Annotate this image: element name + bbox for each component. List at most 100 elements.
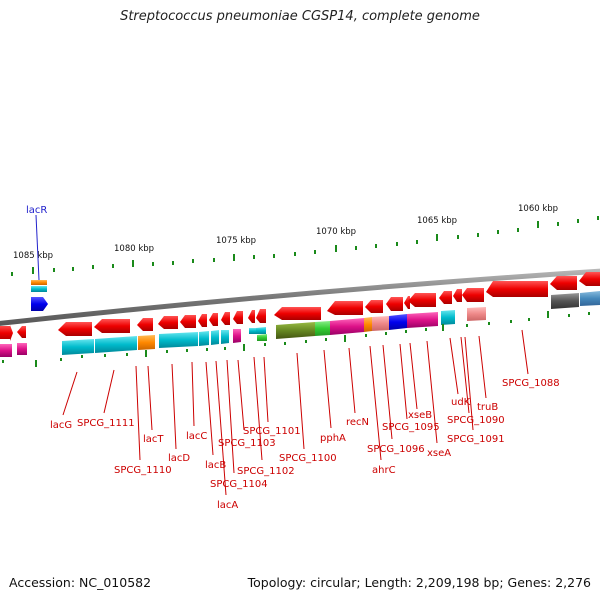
inner-tick [264,343,266,346]
gene-label-lacG: lacG [50,420,72,431]
leader-line-lacT [147,365,153,431]
category-block [441,310,455,325]
gene-arrow-lacC[interactable] [180,315,196,328]
leader-line-SPCG_1102 [253,356,263,461]
gene-label-udK: udK [451,397,471,408]
gene-arrow[interactable] [0,325,13,341]
gene-arrow-SPCG_1088[interactable] [486,281,548,297]
inner-tick [405,330,407,333]
category-block [315,321,330,336]
gene-arrow[interactable] [233,311,243,324]
ruler-tick [53,268,55,272]
ruler-tick [172,261,174,265]
inner-tick [305,340,307,343]
lacR-orange-block [31,280,47,285]
category-block [330,318,364,335]
inner-tick [166,350,168,353]
inner-tick [588,312,590,315]
category-block [276,322,315,339]
category-block [364,317,372,332]
genome-summary-text: Topology: circular; Length: 2,209,198 bp… [247,575,591,590]
inner-tick [145,350,147,357]
inner-tick [442,324,444,331]
ruler-tick [92,265,94,269]
category-block [62,339,94,355]
leader-line-xseA [426,340,438,444]
gene-arrow-lacG[interactable] [58,322,92,336]
inner-tick [365,334,367,337]
ruler-tick [112,264,114,268]
gene-arrow-lacB[interactable] [198,314,207,327]
gene-arrow-truB[interactable] [462,288,484,302]
category-block [467,307,486,321]
gene-arrow-udK[interactable] [439,291,452,304]
gene-arrow-SPCG_1111[interactable] [94,319,130,333]
ruler-tick [517,228,519,232]
gene-arrow[interactable] [17,326,26,338]
gene-arrow-SPCG_1090[interactable] [453,289,462,302]
category-block [389,314,407,330]
ruler-tick [477,233,479,237]
gene-arrow-ahrC[interactable] [386,297,403,311]
category-block [372,316,389,331]
category-block [0,344,12,357]
category-block [256,327,266,334]
gene-arrow-recN[interactable] [365,300,383,313]
lacR-cyan-block [31,286,47,292]
gene-label-SPCG_1095: SPCG_1095 [382,422,440,433]
gene-arrow-lacA[interactable] [209,313,218,326]
inner-tick [35,360,37,367]
inner-tick [81,355,83,358]
gene-arrow-lacT[interactable] [137,318,153,331]
lacR-feature[interactable] [31,214,48,311]
inner-tick [126,353,128,356]
gene-arrow[interactable] [579,272,600,286]
ruler-tick [294,252,296,256]
gene-label-lacR: lacR [26,205,47,216]
gene-label-truB: truB [477,402,498,413]
leader-line-lacB [205,361,214,456]
ruler-label: 1060 kbp [518,204,558,214]
gene-label-lacT: lacT [143,434,164,445]
gene-label-lacB: lacB [205,460,226,471]
gene-arrow-SPCG_1095[interactable] [404,296,410,309]
category-block [211,330,219,345]
leader-line-ahrC [369,345,382,461]
ruler-tick [213,258,215,262]
leader-line-SPCG_1100 [296,352,305,450]
category-block [159,332,198,348]
gene-arrow[interactable] [550,276,577,290]
ruler-tick [497,230,499,234]
gene-arrow[interactable] [256,309,266,323]
gene-arrow-pphA[interactable] [327,301,363,315]
category-block [95,336,137,353]
inner-tick [385,332,387,335]
category-block [249,328,256,334]
inner-tick [344,335,346,342]
ruler-tick [72,267,74,271]
ruler-label: 1070 kbp [316,227,356,237]
gene-arrow[interactable] [221,312,230,325]
gene-arrow-SPCG_1100[interactable] [274,307,321,320]
inner-tick [325,338,327,341]
gene-arrow-lacD[interactable] [158,316,178,329]
genome-backbone [0,268,600,326]
inner-tick [104,354,106,357]
ruler-tick [335,245,337,252]
gene-arrow-xseA[interactable] [408,293,436,307]
ruler-tick [416,240,418,244]
ruler-tick [233,254,235,261]
ruler-tick [396,242,398,246]
category-block [407,312,438,328]
ruler-tick [11,272,13,276]
leader-line-SPCG_1088 [521,329,529,375]
ruler-tick [132,260,134,267]
leader-line-SPCG_1104 [226,359,235,474]
gene-arrow[interactable] [248,310,255,323]
leader-line-pphA [323,349,332,429]
gene-label-lacD: lacD [168,453,190,464]
category-block [257,334,267,341]
leader-line-lacA [215,360,227,496]
inner-tick [488,322,490,325]
